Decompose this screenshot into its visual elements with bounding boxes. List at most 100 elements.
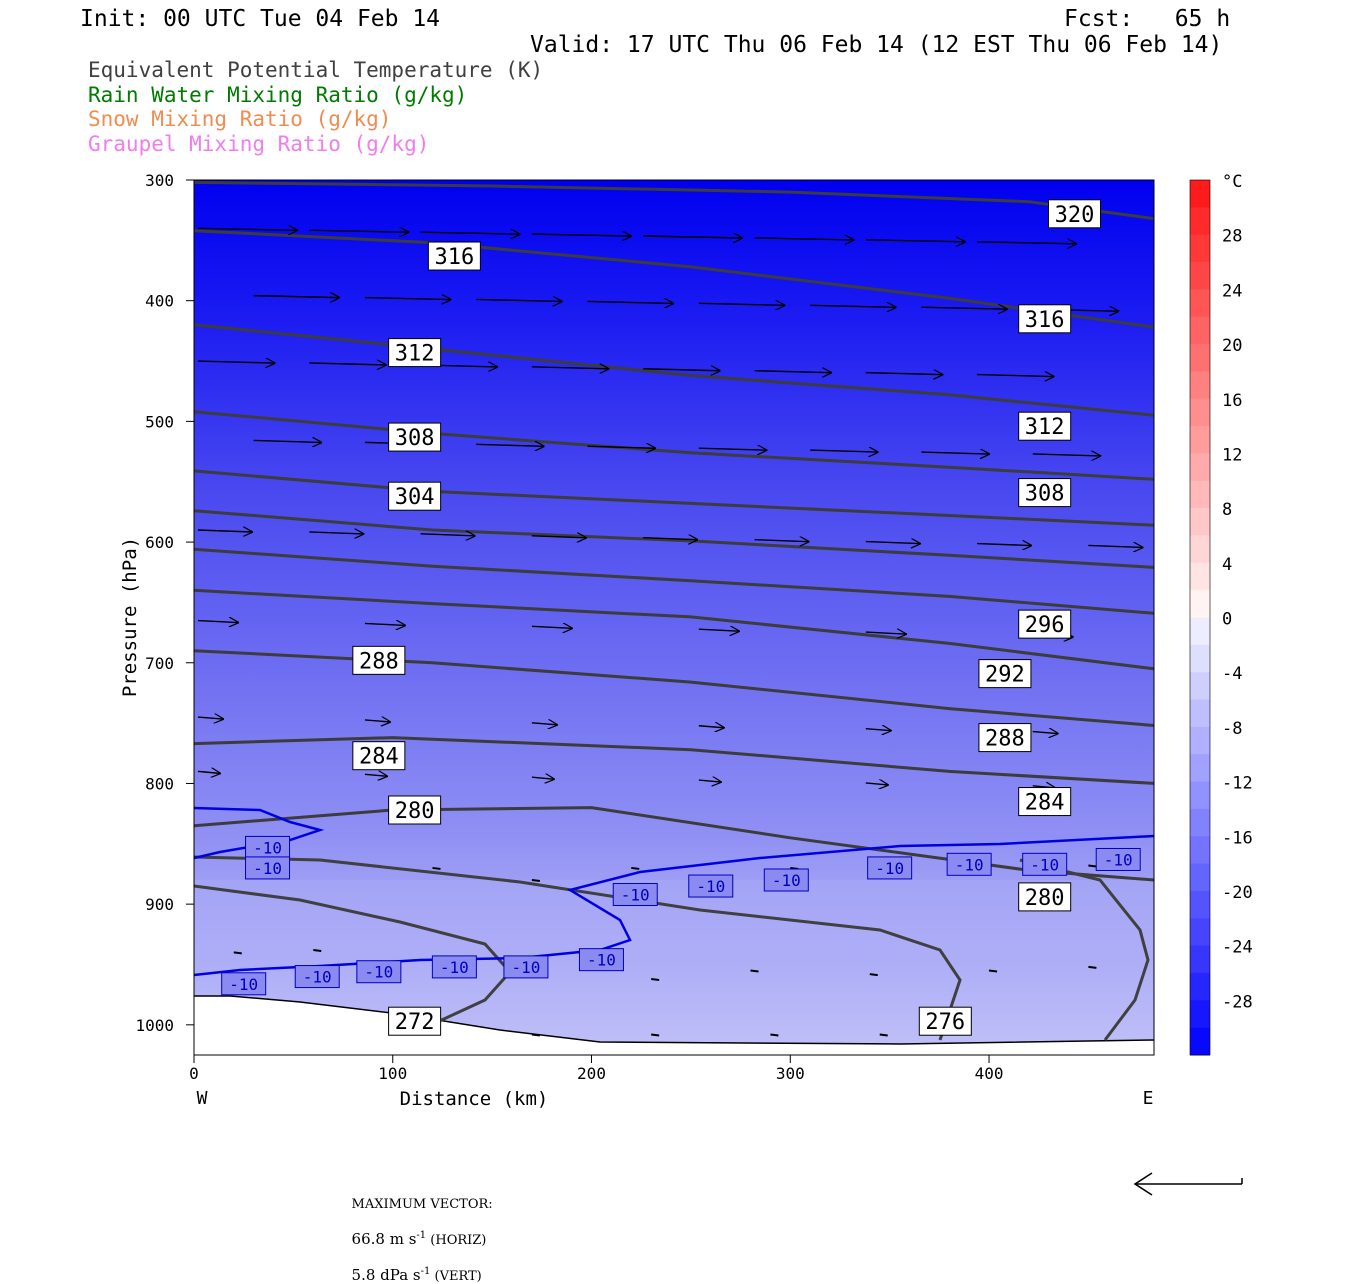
- wind-vector: [698, 780, 721, 782]
- wind-vector: [1088, 545, 1142, 547]
- colorbar-segment: [1190, 453, 1210, 482]
- max-vert-tag: (VERT): [430, 1269, 482, 1284]
- theta-e-label: 312: [1025, 415, 1065, 440]
- theta-e-label-box: [1018, 787, 1072, 817]
- colorbar-segment: [1190, 781, 1210, 810]
- isotherm-label: -10: [364, 963, 393, 982]
- isotherm-label-box: [221, 972, 267, 996]
- theta-e-label-box: [352, 741, 406, 771]
- colorbar-tick-label: 0: [1222, 610, 1232, 630]
- wind-vector: [865, 542, 920, 544]
- colorbar-segment: [1190, 480, 1210, 509]
- colorbar-frame: [1189, 179, 1211, 1056]
- wind-vector: [770, 1033, 779, 1037]
- colorbar-tick-label: 20: [1222, 336, 1242, 356]
- colorbar-tick-label: -20: [1222, 883, 1253, 903]
- wind-vector: [476, 444, 544, 446]
- x-tick-label: 400: [975, 1064, 1004, 1083]
- colorbar-segment: [1190, 562, 1210, 591]
- y-axis-label: Pressure (hPa): [119, 537, 141, 697]
- wind-vector: [879, 1033, 888, 1037]
- colorbar-segment: [1190, 234, 1210, 263]
- wind-vector: [698, 629, 739, 631]
- theta-e-label: 284: [1025, 791, 1065, 816]
- colorbar-segment: [1190, 699, 1210, 728]
- x-tick-label: 100: [378, 1064, 407, 1083]
- wind-vector: [476, 299, 562, 301]
- plot-frame: [193, 179, 1155, 1056]
- wind-vector: [750, 969, 759, 973]
- y-tick-label: 600: [145, 533, 174, 552]
- wind-vector: [531, 626, 572, 628]
- x-axis-label: Distance (km): [400, 1088, 549, 1110]
- isotherm-label: -10: [696, 877, 725, 896]
- max-horiz-value: 66.8 m s: [351, 1230, 417, 1248]
- theta-e-label-box: [1018, 478, 1072, 508]
- x-tick-label: 200: [577, 1064, 606, 1083]
- theta-e-label: 288: [985, 727, 1025, 752]
- wind-vector: [631, 866, 640, 870]
- colorbar-segment: [1190, 1000, 1210, 1029]
- colorbar-segment: [1190, 672, 1210, 701]
- wind-vector: [531, 723, 557, 725]
- theta-e-label: 292: [985, 663, 1025, 688]
- wind-vector: [309, 532, 363, 534]
- isotherm-label-box: [356, 960, 402, 984]
- isotherm-label: -10: [772, 871, 801, 890]
- wind-vector: [197, 228, 297, 230]
- theta-e-label-box: [1018, 411, 1072, 441]
- colorbar-segment: [1190, 972, 1210, 1001]
- colorbar-segment: [1190, 590, 1210, 618]
- theta-e-contour: [194, 547, 1154, 615]
- low-level-contour: [194, 884, 513, 1032]
- colorbar-segment: [1190, 508, 1210, 536]
- wind-vector: [432, 866, 441, 870]
- colorbar-segment: [1190, 890, 1210, 919]
- wind-vector: [197, 621, 238, 623]
- theta-e-label: 308: [1025, 482, 1065, 507]
- theta-e-label-box: [1047, 199, 1101, 229]
- isotherm-label-box: [1022, 852, 1068, 876]
- theta-e-contour: [194, 323, 1154, 417]
- wind-vector: [921, 452, 989, 454]
- theta-e-label-box: [388, 1006, 442, 1036]
- wind-vector: [313, 949, 322, 952]
- theta-e-label: 296: [1025, 613, 1065, 638]
- forecast-hour: Fcst: 65 h: [1064, 6, 1231, 32]
- wind-vector: [531, 234, 631, 236]
- wind-vector: [253, 440, 321, 442]
- isotherm-label-box: [1095, 847, 1141, 871]
- isotherm-line: [194, 834, 1154, 977]
- colorbar-tick-label: -28: [1222, 992, 1253, 1012]
- colorbar-segment: [1190, 918, 1210, 947]
- colorbar-tick-label: 24: [1222, 281, 1242, 301]
- isotherm-label-box: [867, 856, 913, 880]
- theta-e-label: 280: [395, 799, 435, 824]
- isotherm-label-box: [763, 868, 809, 892]
- wind-vector: [643, 236, 742, 238]
- wind-vector: [698, 303, 785, 305]
- theta-e-label-box: [978, 659, 1032, 689]
- isotherm-label-box: [578, 948, 624, 972]
- x-tick-label: 300: [776, 1064, 805, 1083]
- isotherm-label: -10: [440, 958, 469, 977]
- theta-e-label: 316: [434, 245, 474, 270]
- isotherm-label-box: [431, 955, 477, 979]
- wind-vector: [754, 238, 853, 240]
- theta-e-label-box: [978, 723, 1032, 753]
- reference-vector-arrow: [1133, 1172, 1243, 1196]
- wind-vector: [643, 538, 697, 540]
- colorbar-segment: [1190, 316, 1210, 345]
- isotherm-label-box: [245, 856, 291, 880]
- colorbar-unit: °C: [1222, 172, 1242, 192]
- colorbar-tick-label: -12: [1222, 774, 1253, 794]
- isotherm-label: -10: [955, 855, 984, 874]
- theta-e-label-box: [1018, 609, 1072, 639]
- wind-vector: [587, 301, 674, 303]
- theta-e-label-box: [388, 795, 442, 825]
- colorbar-tick-label: 8: [1222, 500, 1232, 520]
- terrain-outline: [194, 995, 1154, 1045]
- y-tick-label: 1000: [135, 1016, 174, 1035]
- colorbar-tick-label: 4: [1222, 555, 1232, 575]
- wind-vector: [364, 720, 390, 722]
